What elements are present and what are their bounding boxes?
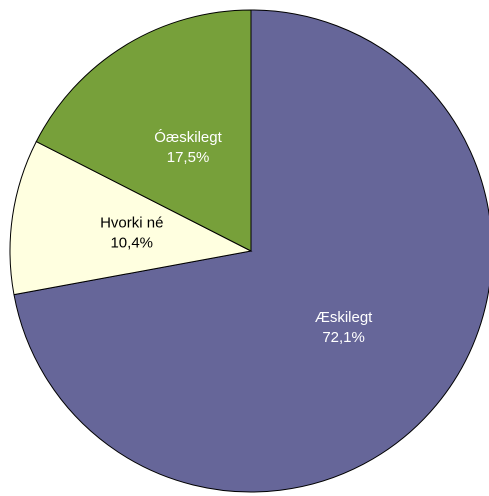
slice-value-label: 72,1% <box>322 329 365 346</box>
pie-slice <box>35 9 252 252</box>
slice-category-label: Óæskilegt <box>154 129 222 146</box>
slice-value-label: 10,4% <box>110 235 153 252</box>
slice-value-label: 17,5% <box>167 149 210 166</box>
slice-category-label: Hvorki né <box>100 215 163 232</box>
slice-category-label: Æskilegt <box>315 309 373 326</box>
pie-slice <box>9 140 253 296</box>
